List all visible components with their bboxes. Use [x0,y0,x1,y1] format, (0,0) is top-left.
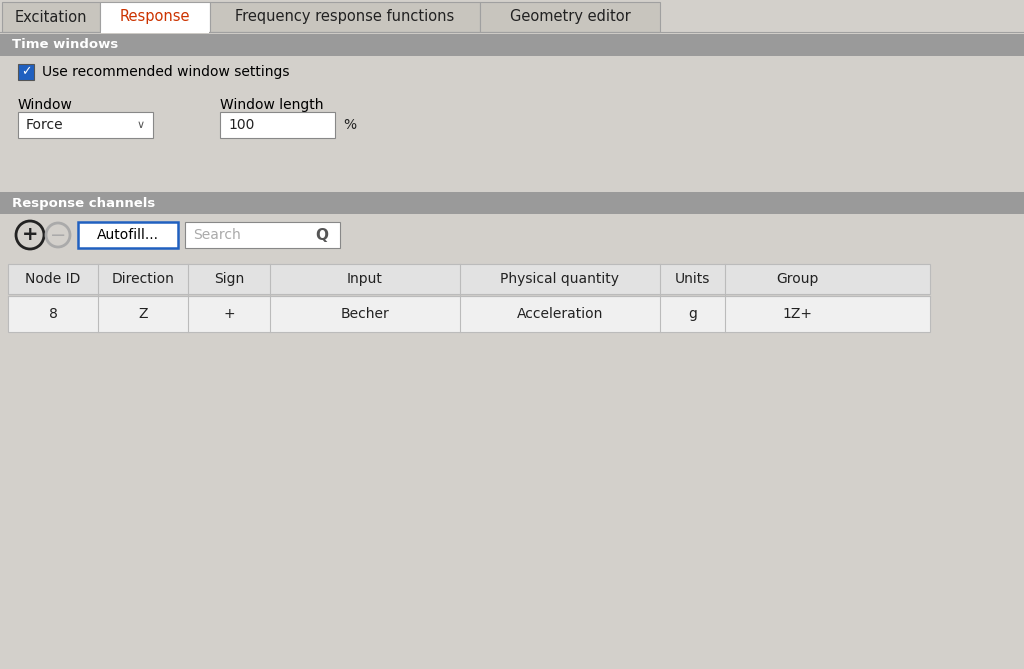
Text: Use recommended window settings: Use recommended window settings [42,65,290,79]
Bar [220,112,335,138]
Text: %: % [343,118,356,132]
Text: Physical quantity: Physical quantity [501,272,620,286]
Bar [8,264,930,294]
Text: Frequency response functions: Frequency response functions [236,9,455,25]
Bar [0,192,1024,214]
Text: Autofill...: Autofill... [97,228,159,242]
Bar [8,296,930,332]
Text: −: − [50,225,67,244]
Text: Response channels: Response channels [12,197,156,209]
Text: Input: Input [347,272,383,286]
Text: 8: 8 [48,307,57,321]
Text: Units: Units [675,272,711,286]
Bar [480,2,660,32]
Text: ✓: ✓ [20,66,32,78]
Text: Geometry editor: Geometry editor [510,9,631,25]
Text: Response: Response [120,9,190,25]
Text: Direction: Direction [112,272,174,286]
Text: Group: Group [776,272,818,286]
Text: Z: Z [138,307,147,321]
Text: Excitation: Excitation [14,9,87,25]
Text: +: + [22,225,38,244]
Bar [18,64,34,80]
Bar [101,31,209,33]
Text: Acceleration: Acceleration [517,307,603,321]
Text: 1Z+: 1Z+ [782,307,812,321]
Bar [2,2,100,32]
Bar [0,34,1024,56]
Text: Search: Search [193,228,241,242]
Bar [100,2,210,32]
Bar [18,112,153,138]
Text: Window length: Window length [220,98,324,112]
Text: ∨: ∨ [137,120,145,130]
Bar [78,222,178,248]
Bar [210,2,480,32]
Text: Becher: Becher [341,307,389,321]
Text: Force: Force [26,118,63,132]
Text: +: + [223,307,234,321]
Text: Time windows: Time windows [12,39,118,52]
Text: Node ID: Node ID [26,272,81,286]
Text: g: g [688,307,697,321]
Text: Window: Window [18,98,73,112]
Bar [185,222,340,248]
Text: Sign: Sign [214,272,244,286]
Text: 100: 100 [228,118,254,132]
Text: Q: Q [315,227,329,242]
